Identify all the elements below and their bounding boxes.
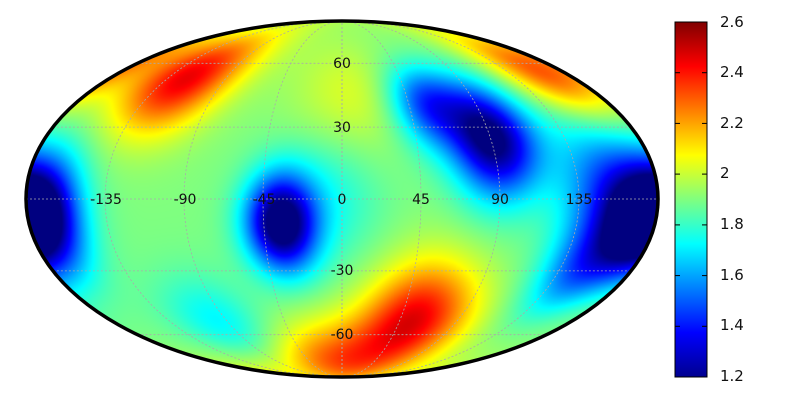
lon-tick-label: 0 — [338, 192, 347, 208]
latitude-tick-labels: 60 30 -30 -60 — [331, 56, 354, 343]
lon-tick-label: -135 — [90, 192, 122, 208]
lat-tick-label: -30 — [331, 263, 354, 279]
lat-tick-label: -60 — [331, 327, 354, 343]
lon-tick-label: 45 — [412, 192, 430, 208]
colorbar: 2.6 2.4 2.2 2 1.8 1.6 1.4 1.2 — [674, 13, 744, 385]
colorbar-ticks — [675, 21, 707, 378]
meridian-line — [341, 20, 422, 378]
lon-tick-label: 90 — [491, 192, 509, 208]
colorbar-tick-label: 1.8 — [720, 215, 744, 233]
lat-tick-label: 30 — [333, 120, 351, 136]
colorbar-tick-label: 2.2 — [720, 114, 744, 132]
colorbar-tick-label: 2.4 — [720, 63, 744, 81]
lon-tick-label: -90 — [174, 192, 197, 208]
colorbar-gradient — [674, 21, 708, 378]
colorbar-tick-label: 2.6 — [720, 13, 744, 31]
colorbar-tick-label: 1.4 — [720, 316, 744, 334]
colorbar-tick-label: 1.2 — [720, 367, 744, 385]
colorbar-tick-label: 1.6 — [720, 266, 744, 284]
meridian-line — [104, 20, 343, 378]
graticule — [26, 20, 658, 378]
map-border — [24, 19, 660, 379]
lon-tick-label: 135 — [566, 192, 593, 208]
lat-tick-label: 60 — [333, 56, 351, 72]
colorbar-tick-label: 2 — [720, 164, 730, 182]
lon-tick-label: -45 — [253, 192, 276, 208]
longitude-tick-labels: -135 -90 -45 0 45 90 135 — [90, 192, 592, 208]
